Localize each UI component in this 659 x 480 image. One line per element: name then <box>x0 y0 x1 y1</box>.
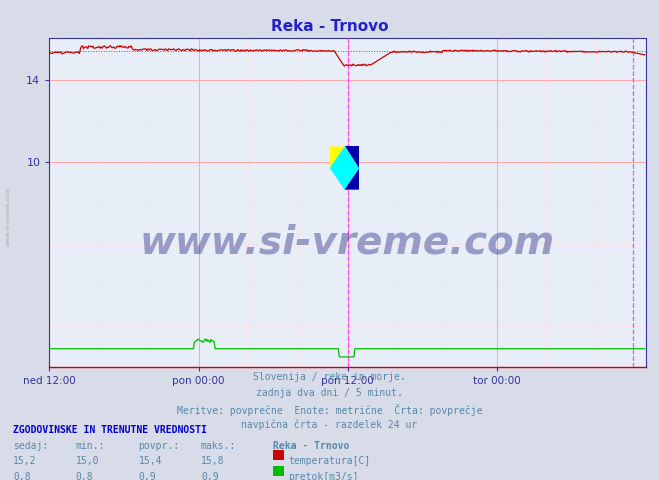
Text: 0,8: 0,8 <box>13 472 31 480</box>
Text: zadnja dva dni / 5 minut.: zadnja dva dni / 5 minut. <box>256 388 403 398</box>
Polygon shape <box>330 146 345 168</box>
Text: 0,9: 0,9 <box>138 472 156 480</box>
Text: 15,4: 15,4 <box>138 456 162 467</box>
Text: sedaj:: sedaj: <box>13 441 48 451</box>
Text: www.si-vreme.com: www.si-vreme.com <box>140 223 556 261</box>
Text: 15,8: 15,8 <box>201 456 225 467</box>
Text: Meritve: povprečne  Enote: metrične  Črta: povprečje: Meritve: povprečne Enote: metrične Črta:… <box>177 404 482 416</box>
Text: 15,0: 15,0 <box>76 456 100 467</box>
Text: min.:: min.: <box>76 441 105 451</box>
Polygon shape <box>345 146 359 168</box>
Text: temperatura[C]: temperatura[C] <box>288 456 370 467</box>
Text: pretok[m3/s]: pretok[m3/s] <box>288 472 358 480</box>
Text: 15,2: 15,2 <box>13 456 37 467</box>
Text: navpična črta - razdelek 24 ur: navpična črta - razdelek 24 ur <box>241 420 418 430</box>
Text: maks.:: maks.: <box>201 441 236 451</box>
Text: Reka - Trnovo: Reka - Trnovo <box>271 19 388 34</box>
Text: www.si-vreme.com: www.si-vreme.com <box>5 186 11 246</box>
Text: 0,9: 0,9 <box>201 472 219 480</box>
Text: ZGODOVINSKE IN TRENUTNE VREDNOSTI: ZGODOVINSKE IN TRENUTNE VREDNOSTI <box>13 425 207 435</box>
Text: povpr.:: povpr.: <box>138 441 179 451</box>
Text: 0,8: 0,8 <box>76 472 94 480</box>
Text: Slovenija / reke in morje.: Slovenija / reke in morje. <box>253 372 406 382</box>
Text: Reka - Trnovo: Reka - Trnovo <box>273 441 350 451</box>
Polygon shape <box>330 146 359 190</box>
Polygon shape <box>345 168 359 190</box>
